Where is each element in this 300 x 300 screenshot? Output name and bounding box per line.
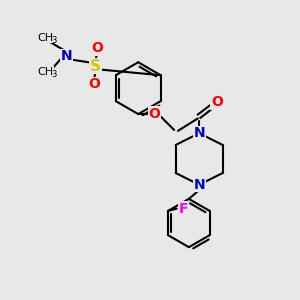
Text: N: N [194,178,205,192]
Text: N: N [194,126,205,140]
Text: O: O [148,107,160,121]
Text: CH: CH [38,32,53,43]
Text: S: S [90,58,101,74]
Text: 3: 3 [51,70,56,80]
Text: O: O [88,77,100,91]
Text: N: N [61,50,73,63]
Text: O: O [211,95,223,109]
Text: F: F [178,202,188,216]
Text: CH: CH [38,67,53,77]
Text: O: O [91,41,103,55]
Text: 3: 3 [51,36,56,45]
